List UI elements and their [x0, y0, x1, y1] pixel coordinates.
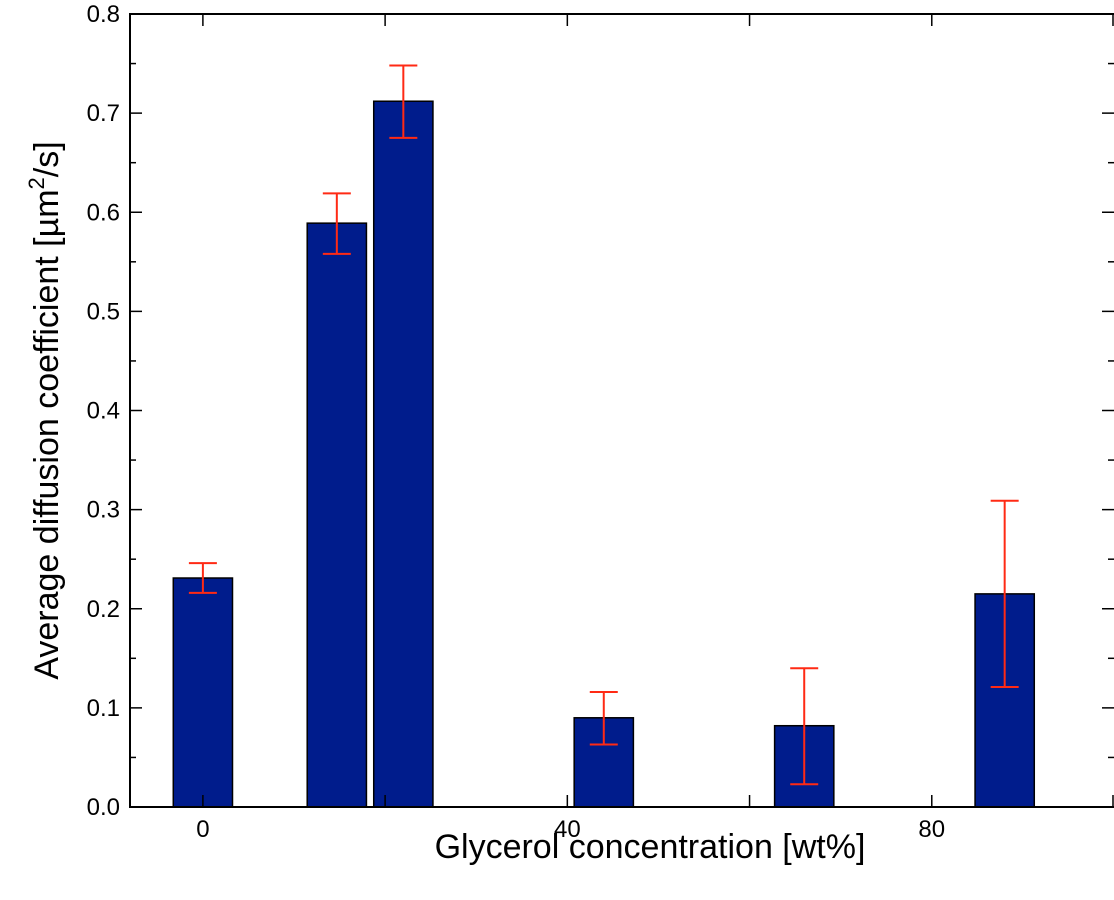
tick-labels-layer: 0.0 0.1 0.2 0.3 0.4 0.5 0.6 0.7 0.8 0 40 80 [87, 1, 946, 843]
error-bar-4 [790, 667, 819, 786]
y-tick-label-5: 0.5 [87, 298, 120, 325]
bar-3 [573, 717, 635, 808]
error-bars-layer [188, 64, 1019, 786]
bar-2 [372, 100, 434, 808]
error-bar-0 [188, 562, 217, 594]
y-tick-label-1: 0.1 [87, 695, 120, 722]
x-tick-label-1: 40 [554, 816, 581, 843]
bar-1 [306, 222, 368, 808]
y-axis-title: Average diffusion coefficient [µm2/s] [24, 141, 66, 679]
y-axis-title-superscript: 2 [24, 177, 49, 189]
ticks-layer [130, 13, 1114, 808]
y-tick-label-2: 0.2 [87, 596, 120, 623]
error-bar-3 [589, 691, 618, 746]
y-axis-title-main: Average diffusion coefficient [µm [28, 189, 66, 679]
y-tick-label-8: 0.8 [87, 1, 120, 28]
y-tick-label-7: 0.7 [87, 100, 120, 127]
bar-0 [172, 577, 234, 808]
y-tick-label-6: 0.6 [87, 199, 120, 226]
plot-frame [129, 13, 1114, 808]
x-tick-label-2: 80 [918, 816, 945, 843]
y-axis-title-end: /s] [28, 141, 66, 177]
y-tick-label-0: 0.0 [87, 794, 120, 821]
y-tick-label-4: 0.4 [87, 398, 120, 425]
error-bar-1 [322, 192, 351, 255]
error-bar-5 [990, 499, 1019, 689]
x-tick-label-0: 0 [196, 816, 209, 843]
error-bar-2 [389, 64, 418, 139]
x-axis-title: Glycerol concentration [wt%] [435, 828, 866, 866]
y-tick-label-3: 0.3 [87, 497, 120, 524]
